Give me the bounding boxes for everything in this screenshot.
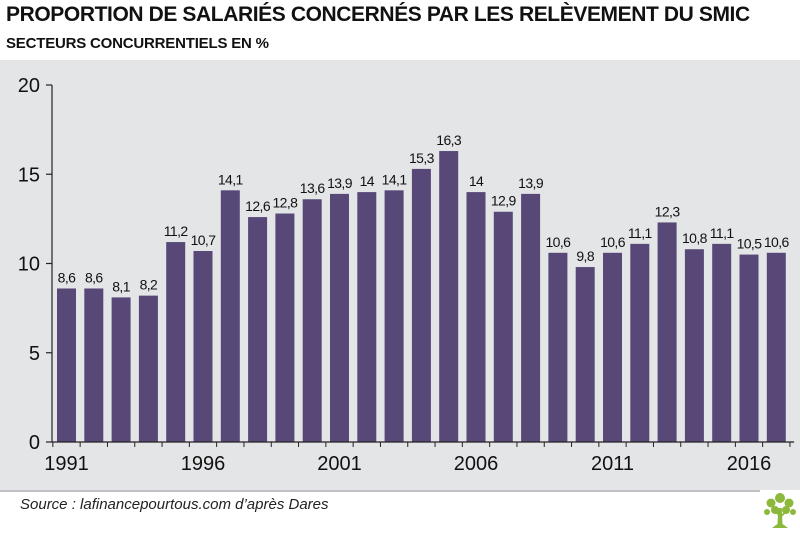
tree-icon bbox=[762, 490, 798, 535]
bar bbox=[84, 288, 104, 442]
x-tick-label: 2001 bbox=[317, 453, 362, 475]
data-label: 8,6 bbox=[85, 269, 103, 285]
data-label: 10,6 bbox=[600, 234, 626, 250]
source-note: Source : lafinancepourtous.com d’après D… bbox=[20, 496, 329, 513]
bar bbox=[657, 222, 677, 442]
bar bbox=[739, 254, 759, 442]
bar bbox=[138, 295, 158, 442]
data-label: 12,6 bbox=[245, 198, 271, 214]
y-tick-label: 10 bbox=[18, 254, 40, 276]
bar bbox=[330, 193, 349, 442]
y-tick-label: 5 bbox=[29, 343, 40, 365]
y-tick-label: 20 bbox=[18, 75, 40, 97]
x-tick-label: 1991 bbox=[44, 453, 89, 475]
bar bbox=[357, 192, 377, 442]
bar bbox=[466, 192, 486, 442]
data-label: 14,1 bbox=[218, 171, 244, 187]
bar bbox=[411, 168, 431, 442]
x-tick-label: 2006 bbox=[454, 453, 499, 475]
data-label: 11,1 bbox=[628, 225, 653, 241]
bar bbox=[302, 199, 322, 442]
bar bbox=[193, 251, 213, 442]
data-label: 10,7 bbox=[191, 232, 217, 248]
bar bbox=[248, 217, 268, 442]
bar bbox=[384, 190, 404, 442]
bar bbox=[548, 252, 568, 442]
data-label: 14 bbox=[360, 173, 375, 189]
x-tick-label: 2011 bbox=[591, 453, 634, 475]
data-label: 13,9 bbox=[518, 175, 544, 191]
bar bbox=[111, 297, 131, 442]
bar bbox=[766, 252, 786, 442]
data-label: 10,8 bbox=[682, 230, 708, 246]
chart-subtitle: SECTEURS CONCURRENTIELS EN % bbox=[6, 35, 269, 52]
data-label: 11,1 bbox=[710, 225, 735, 241]
data-label: 10,6 bbox=[764, 234, 790, 250]
data-label: 12,9 bbox=[491, 193, 517, 209]
data-label: 14 bbox=[469, 173, 484, 189]
data-label: 12,3 bbox=[655, 203, 681, 219]
bar bbox=[603, 252, 622, 442]
y-tick-label: 0 bbox=[29, 432, 40, 454]
data-label: 13,6 bbox=[300, 180, 326, 196]
data-label: 8,6 bbox=[58, 269, 76, 285]
data-label: 10,5 bbox=[737, 236, 763, 252]
bar bbox=[275, 213, 295, 442]
bar bbox=[220, 190, 240, 442]
bar bbox=[575, 267, 595, 442]
chart-area: 0 5 10 15 20 8,6 8,6 8,1 8,2 11,2 10,7 14,1 12,6 12,8… bbox=[0, 60, 800, 490]
bar bbox=[630, 243, 650, 442]
bar bbox=[521, 193, 541, 442]
data-label: 12,8 bbox=[272, 195, 298, 211]
chart-title: PROPORTION DE SALARIÉS CONCERNÉS PAR LES… bbox=[6, 3, 750, 26]
y-tick-label: 15 bbox=[18, 164, 40, 186]
data-label: 8,1 bbox=[112, 278, 130, 294]
data-label: 13,9 bbox=[327, 175, 353, 191]
x-tick-label: 1996 bbox=[181, 453, 226, 475]
data-label: 14,1 bbox=[382, 171, 408, 187]
source-divider bbox=[0, 490, 760, 492]
bar bbox=[166, 242, 186, 442]
data-label: 15,3 bbox=[409, 150, 435, 166]
bar bbox=[493, 211, 513, 442]
bar bbox=[439, 151, 459, 443]
bar bbox=[684, 249, 704, 442]
x-tick-label: 2016 bbox=[727, 453, 772, 475]
bar bbox=[712, 243, 732, 442]
data-label: 16,3 bbox=[436, 132, 462, 148]
bar bbox=[57, 288, 76, 442]
data-label: 9,8 bbox=[576, 248, 594, 264]
data-label: 8,2 bbox=[140, 277, 158, 293]
data-label: 10,6 bbox=[545, 234, 571, 250]
data-label: 11,2 bbox=[164, 223, 189, 239]
